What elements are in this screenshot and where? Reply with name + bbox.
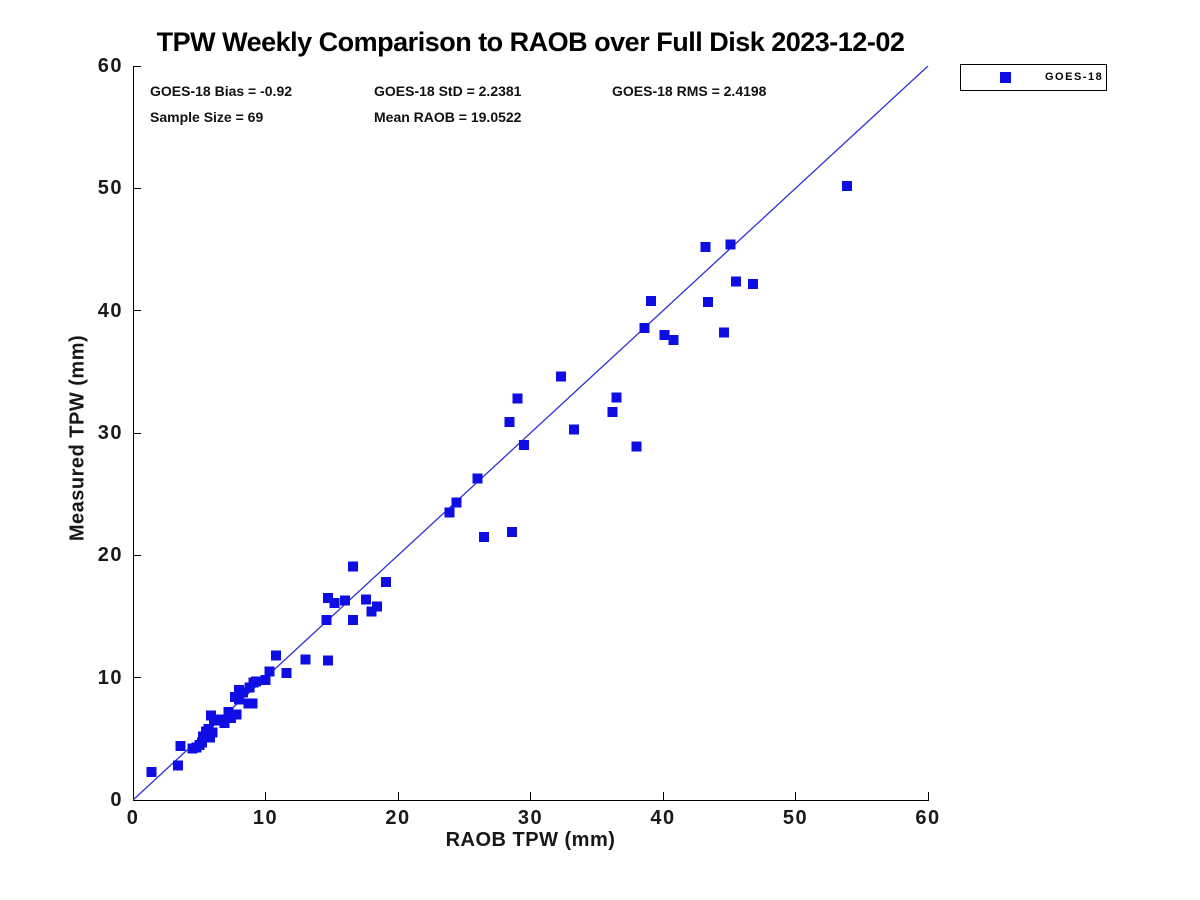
- legend-marker-square: [1000, 72, 1011, 83]
- x-tick-label: 40: [650, 807, 676, 829]
- scatter-point: [340, 595, 350, 606]
- scatter-point: [719, 327, 729, 338]
- y-tick-mark: [134, 677, 141, 679]
- stat-rms: GOES-18 RMS = 2.4198: [612, 83, 767, 99]
- scatter-point: [207, 727, 218, 738]
- scatter-point: [518, 440, 529, 451]
- y-axis-label: Measured TPW (mm): [66, 334, 89, 542]
- x-tick-mark: [795, 792, 796, 800]
- legend-label: GOES-18: [1045, 71, 1104, 83]
- scatter-point: [668, 335, 679, 345]
- scatter-point: [451, 497, 462, 508]
- x-tick-label: 50: [782, 807, 809, 829]
- scatter-plot: [133, 66, 929, 801]
- scatter-point: [348, 561, 358, 572]
- scatter-point: [146, 766, 157, 777]
- scatter-point: [175, 741, 186, 752]
- scatter-point: [247, 698, 258, 709]
- scatter-point: [219, 717, 230, 728]
- scatter-point: [321, 615, 332, 626]
- stat-bias: GOES-18 Bias = -0.92: [150, 83, 293, 99]
- scatter-point: [260, 675, 271, 686]
- y-tick-mark: [134, 799, 141, 801]
- y-tick-label: 0: [110, 789, 123, 811]
- scatter-point: [730, 276, 741, 287]
- scatter-point: [381, 577, 392, 588]
- y-tick-label: 40: [97, 299, 123, 322]
- x-tick-mark: [265, 792, 266, 800]
- scatter-point: [234, 684, 244, 695]
- scatter-point: [173, 760, 183, 771]
- y-tick-label: 10: [97, 666, 123, 689]
- scatter-point: [611, 392, 622, 403]
- scatter-point: [725, 239, 736, 250]
- scatter-point: [281, 667, 292, 678]
- x-axis-label: RAOB TPW (mm): [445, 829, 616, 851]
- scatter-point: [512, 393, 523, 404]
- scatter-point: [251, 676, 262, 687]
- scatter-point: [361, 594, 372, 605]
- scatter-point: [444, 507, 455, 518]
- legend-box: GOES-18: [960, 64, 1107, 91]
- scatter-point: [569, 424, 580, 435]
- scatter-point: [371, 601, 382, 612]
- y-tick-label: 60: [97, 55, 123, 77]
- scatter-point: [504, 417, 515, 427]
- scatter-point: [607, 407, 618, 418]
- x-tick-mark: [927, 792, 929, 800]
- scatter-point: [271, 650, 282, 661]
- scatter-point: [748, 278, 759, 289]
- y-tick-mark: [134, 554, 141, 556]
- scatter-point: [231, 709, 242, 720]
- scatter-point: [556, 371, 566, 382]
- y-tick-label: 50: [97, 177, 123, 200]
- chart-title: TPW Weekly Comparison to RAOB over Full …: [156, 27, 905, 57]
- scatter-point: [700, 242, 711, 253]
- stat-std: GOES-18 StD = 2.2381: [374, 83, 522, 99]
- scatter-point: [659, 330, 670, 341]
- y-tick-mark: [134, 310, 141, 312]
- x-tick-label: 10: [252, 807, 279, 829]
- scatter-point: [703, 297, 713, 308]
- y-tick-label: 30: [97, 422, 123, 444]
- x-tick-mark: [662, 792, 664, 800]
- x-tick-label: 20: [385, 807, 411, 829]
- scatter-point: [322, 593, 333, 604]
- scatter-point: [472, 473, 483, 484]
- x-tick-label: 0: [126, 807, 140, 829]
- y-axis-line: [133, 66, 134, 801]
- scatter-point: [264, 666, 275, 677]
- scatter-point: [479, 532, 490, 542]
- y-tick-label: 20: [97, 544, 123, 567]
- scatter-point: [322, 655, 333, 666]
- scatter-point: [631, 441, 642, 452]
- stat-mean-raob: Mean RAOB = 19.0522: [374, 109, 522, 125]
- stat-sample-size: Sample Size = 69: [150, 109, 264, 125]
- scatter-point: [226, 713, 236, 723]
- x-tick-mark: [530, 792, 531, 800]
- scatter-point: [196, 737, 207, 748]
- scatter-point: [348, 615, 358, 626]
- scatter-point: [842, 180, 853, 191]
- scatter-point: [300, 654, 311, 665]
- x-tick-mark: [132, 792, 134, 800]
- x-axis-line: [133, 800, 929, 801]
- scatter-point: [329, 598, 340, 608]
- scatter-point: [234, 694, 244, 705]
- scatter-point: [366, 606, 377, 617]
- x-tick-label: 60: [915, 807, 941, 829]
- scatter-point: [646, 295, 657, 306]
- x-tick-label: 30: [517, 807, 544, 829]
- y-tick-mark: [134, 187, 141, 189]
- scatter-point: [211, 715, 222, 726]
- scatter-point: [223, 706, 234, 717]
- x-tick-mark: [397, 792, 399, 800]
- scatter-point: [639, 322, 650, 333]
- scatter-point: [506, 527, 517, 538]
- y-tick-mark: [134, 432, 141, 434]
- y-tick-mark: [134, 65, 141, 67]
